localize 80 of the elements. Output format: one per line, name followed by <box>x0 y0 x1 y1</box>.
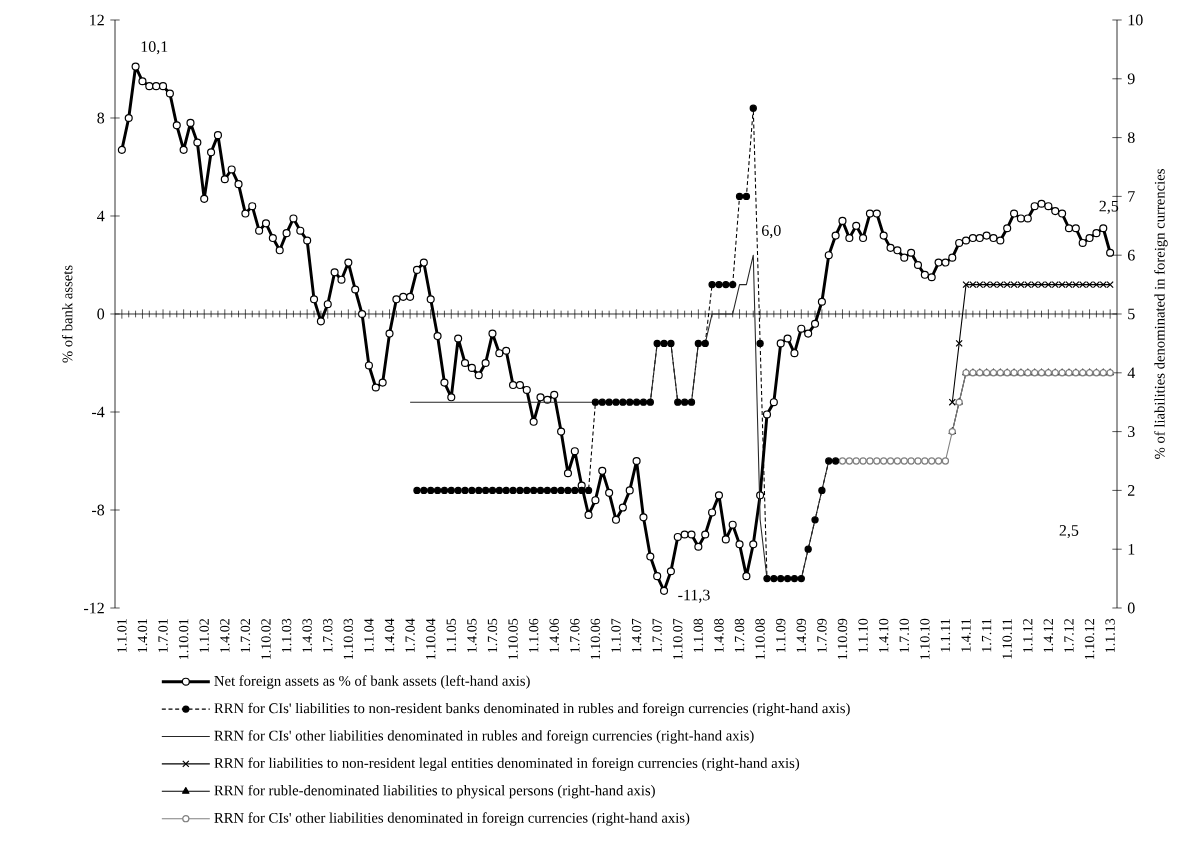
x-tick-label: 1.10.09 <box>837 618 848 660</box>
y2-tick-label: 0 <box>1127 602 1135 614</box>
x-tick-label: 1.10.02 <box>261 619 271 660</box>
x-tick-label: 1.4.09 <box>796 618 807 653</box>
annotation: 10,1 <box>141 41 168 55</box>
x-tick-label: 1.4.12 <box>1043 619 1054 653</box>
annotation: 2,5 <box>1059 525 1079 539</box>
x-tick-label: 1.4.07 <box>631 618 642 653</box>
x-tick-label: 1.7.04 <box>405 618 415 653</box>
legend-label: RRN for CIs' other liabilities denominated in foreign currencies (right-hand axis) <box>214 812 690 826</box>
x-tick-label: 1.7.07 <box>652 618 662 653</box>
y-axis-title: % of bank assets <box>61 265 73 363</box>
y2-tick-label: 2 <box>1127 485 1135 496</box>
annotation: 2,5 <box>1099 200 1119 214</box>
x-tick-label: 1.10.10 <box>920 618 930 660</box>
y2-tick-label: 5 <box>1128 308 1135 320</box>
y-tick-label: 4 <box>97 210 105 222</box>
legend-label: RRN for liabilities to non-resident legal entities denominated in foreign currencies (right-hand axis) <box>214 757 800 771</box>
y2-tick-label: 6 <box>1127 249 1135 261</box>
x-tick-label: 1.7.02 <box>240 619 251 653</box>
x-tick-label: 1.10.05 <box>508 618 518 660</box>
x-tick-label: 1.1.07 <box>611 618 621 653</box>
legend-label: RRN for CIs' liabilities to non-resident banks denominated in rubles and foreign currencies (right-hand axis) <box>214 702 850 717</box>
x-tick-label: 1.7.03 <box>323 618 333 653</box>
annotation: 6,0 <box>762 225 781 239</box>
x-tick-label: 1.4.08 <box>714 618 724 653</box>
x-tick-label: 1.1.11 <box>940 619 951 652</box>
x-tick-label: 1.4.06 <box>549 618 559 653</box>
y-tick-label: 12 <box>90 14 104 26</box>
y2-tick-label: 7 <box>1128 191 1135 202</box>
y2-tick-label: 3 <box>1128 426 1135 437</box>
x-tick-label: 1.4.05 <box>467 618 477 653</box>
y-tick-label: 0 <box>97 308 105 320</box>
x-tick-label: 1.7.09 <box>817 618 827 653</box>
legend-label: RRN for CIs' other liabilities denominated in rubles and foreign currencies (right-hand axis) <box>214 730 754 744</box>
y2-axis-title: % of liabilities denominated in foreign currencies <box>1154 169 1168 459</box>
y-tick-label: -8 <box>91 504 105 516</box>
annotation: -11,3 <box>678 589 710 603</box>
x-tick-label: 1.1.08 <box>693 618 704 653</box>
x-tick-label: 1.7.12 <box>1064 619 1074 653</box>
x-tick-label: 1.7.08 <box>734 618 745 653</box>
x-tick-label: 1.10.04 <box>425 618 436 660</box>
x-tick-label: 1.7.05 <box>487 618 498 653</box>
legend-label: RRN for ruble-denominated liabilities to physical persons (right-hand axis) <box>214 784 655 799</box>
x-tick-label: 1.1.01 <box>117 619 127 653</box>
x-tick-label: 1.10.11 <box>1002 619 1012 659</box>
x-tick-label: 1.4.10 <box>878 618 889 653</box>
y-tick-label: 8 <box>97 112 105 124</box>
x-tick-label: 1.7.06 <box>570 618 580 653</box>
x-tick-label: 1.10.07 <box>673 618 683 660</box>
y2-tick-label: 4 <box>1127 367 1136 379</box>
x-tick-label: 1.10.08 <box>755 618 765 660</box>
x-tick-label: 1.1.10 <box>858 618 868 653</box>
x-tick-label: 1.4.01 <box>137 619 148 653</box>
x-tick-label: 1.1.04 <box>364 618 374 653</box>
y2-tick-label: 10 <box>1128 14 1143 26</box>
y2-tick-label: 9 <box>1127 73 1135 85</box>
x-tick-label: 1.4.04 <box>384 618 395 653</box>
x-tick-label: 1.10.01 <box>178 619 189 660</box>
y-tick-label: -4 <box>91 406 105 418</box>
x-tick-label: 1.7.10 <box>899 618 909 653</box>
legend-label: Net foreign assets as % of bank assets (left-hand axis) <box>214 675 530 689</box>
x-tick-label: 1.4.11 <box>961 619 971 652</box>
x-tick-label: 1.4.03 <box>302 618 312 653</box>
x-tick-label: 1.4.02 <box>220 619 230 653</box>
y2-tick-label: 1 <box>1128 543 1135 555</box>
x-tick-label: 1.1.05 <box>446 618 457 653</box>
x-tick-label: 1.7.11 <box>981 619 992 652</box>
x-tick-label: 1.1.09 <box>775 618 786 653</box>
x-tick-label: 1.1.02 <box>199 619 209 653</box>
x-tick-label: 1.1.03 <box>281 618 292 653</box>
y-tick-label: -12 <box>83 602 104 614</box>
x-tick-label: 1.1.06 <box>528 618 539 653</box>
x-tick-label: 1.10.03 <box>343 618 354 660</box>
x-tick-label: 1.1.13 <box>1105 618 1115 653</box>
x-tick-label: 1.10.06 <box>590 618 601 660</box>
x-tick-label: 1.1.12 <box>1023 619 1033 653</box>
x-tick-label: 1.7.01 <box>158 619 168 653</box>
x-tick-label: 1.10.12 <box>1084 619 1095 660</box>
y2-tick-label: 8 <box>1127 132 1135 143</box>
